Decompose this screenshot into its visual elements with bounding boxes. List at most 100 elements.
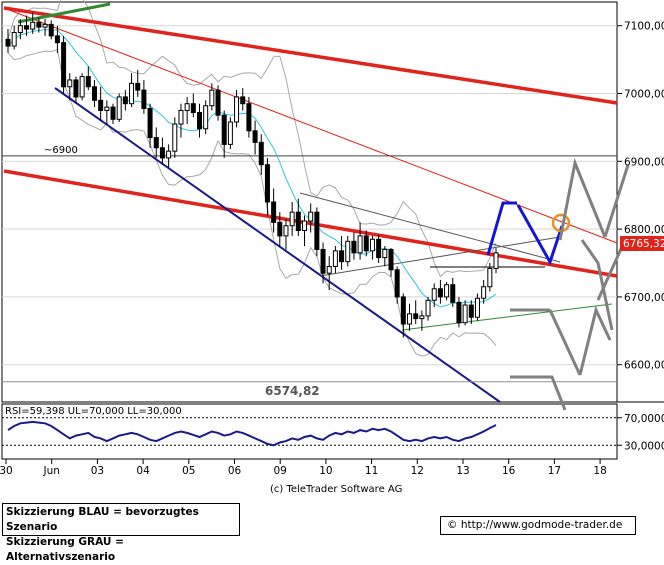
rsi-indicator — [2, 417, 617, 447]
candle-body — [153, 137, 159, 149]
candle-body — [289, 211, 295, 227]
x-tick-label: 18 — [593, 465, 606, 477]
candle-body — [339, 250, 345, 263]
candle-body — [271, 201, 277, 223]
candle-body — [11, 32, 17, 47]
candle-body — [203, 105, 209, 130]
candle-body — [400, 296, 406, 325]
candle-body — [240, 96, 246, 105]
candle-body — [36, 21, 42, 28]
candlesticks — [5, 12, 499, 338]
candle-body — [184, 103, 190, 111]
candle-body — [234, 96, 240, 123]
candle-body — [246, 103, 252, 132]
candle-body — [468, 304, 474, 318]
candle-body — [308, 211, 314, 222]
candle-body — [283, 225, 289, 237]
x-tick-label: 03 — [91, 465, 104, 477]
rsi-y-axis: 70,0000 30,0000 — [617, 413, 664, 452]
candle-body — [437, 288, 443, 298]
last-price-badge — [620, 236, 664, 251]
level-label: 6574,82 — [265, 384, 320, 398]
upper-red-trendline — [3, 6, 618, 105]
price-tick-label: 7100,00 — [624, 21, 664, 33]
candle-body — [295, 211, 301, 231]
candle-body — [431, 288, 437, 301]
candle-body — [196, 112, 202, 130]
candle-body — [221, 114, 227, 145]
candle-body — [351, 240, 357, 254]
x-tick-label: 13 — [456, 465, 469, 477]
candle-body — [91, 86, 97, 101]
candle-body — [67, 79, 73, 88]
grid — [2, 25, 617, 366]
candle-body — [24, 25, 30, 30]
candle-body — [320, 248, 326, 274]
scenario-gray — [510, 157, 630, 411]
green-trendline-top — [17, 2, 111, 24]
last-price-label: 6765,32 — [623, 238, 664, 250]
candle-body — [159, 147, 165, 159]
candle-body — [54, 35, 60, 44]
green-trendline-bottom — [401, 303, 613, 331]
x-tick-label: 16 — [502, 465, 516, 477]
x-tick-label: 12 — [411, 465, 424, 477]
price-tick-label: 6700,00 — [624, 292, 664, 304]
candle-body — [487, 267, 493, 288]
moving-average-line — [7, 29, 497, 308]
scenario-blue — [486, 201, 564, 266]
candle-body — [394, 269, 400, 298]
bollinger-upper — [7, 0, 497, 278]
candle-body — [61, 42, 67, 88]
gray-sketch-rebound — [578, 305, 612, 376]
rsi-line — [7, 420, 497, 447]
price-tick-label: 7000,00 — [624, 89, 664, 101]
candle-body — [444, 284, 450, 298]
candle-body — [135, 82, 141, 91]
candle-body — [363, 235, 369, 252]
candle-body — [462, 304, 468, 324]
candle-body — [376, 238, 382, 259]
candle-body — [85, 76, 91, 88]
x-tick-label: 17 — [548, 465, 561, 477]
rsi-panel — [1, 403, 618, 460]
candle-body — [141, 89, 147, 109]
candle-body — [5, 38, 11, 47]
candle-body — [98, 99, 104, 111]
candle-body — [215, 89, 221, 116]
candle-body — [17, 25, 23, 34]
gray-sketch-drop — [580, 239, 614, 331]
candle-body — [30, 21, 36, 30]
candle-body — [493, 252, 499, 269]
candle-body — [277, 221, 283, 237]
candle-body — [79, 76, 85, 98]
candle-body — [456, 301, 462, 324]
gray-sketch-peak — [558, 157, 607, 241]
rsi-tick-label: 30,0000 — [624, 440, 664, 452]
url-box[interactable]: © http://www.godmode-trader.de — [440, 516, 636, 535]
copyright-text: (c) TeleTrader Software AG — [270, 484, 403, 495]
candle-body — [407, 313, 413, 325]
price-tick-label: 6600,00 — [624, 360, 664, 372]
candle-body — [369, 238, 375, 252]
candle-body — [116, 96, 122, 120]
x-tick-label: 06 — [228, 465, 242, 477]
blue-arrow-up — [486, 201, 517, 256]
time-x-axis: 30 Jun 03 04 05 06 09 10 11 12 13 16 17 18 — [0, 459, 607, 477]
price-tick-label: 6900,00 — [624, 156, 664, 168]
legend-blue-scenario: Skizzierung BLAU = bevorzugtes Szenario — [6, 506, 199, 533]
candle-body — [73, 79, 79, 98]
last-price-tag: 6765,32 — [620, 236, 664, 251]
candle-body — [166, 150, 172, 159]
horizontal-levels: ~6900 6574,82 — [2, 145, 617, 398]
candle-body — [425, 299, 431, 317]
candle-body — [388, 248, 394, 271]
x-tick-label: Jun — [42, 465, 59, 477]
level-label: ~6900 — [44, 145, 78, 156]
x-tick-label: 11 — [365, 465, 378, 477]
candle-body — [357, 235, 363, 254]
website-url[interactable]: http://www.godmode-trader.de — [460, 519, 623, 531]
candle-body — [302, 220, 308, 231]
candle-body — [227, 121, 233, 145]
blue-scenario-path — [516, 204, 564, 266]
